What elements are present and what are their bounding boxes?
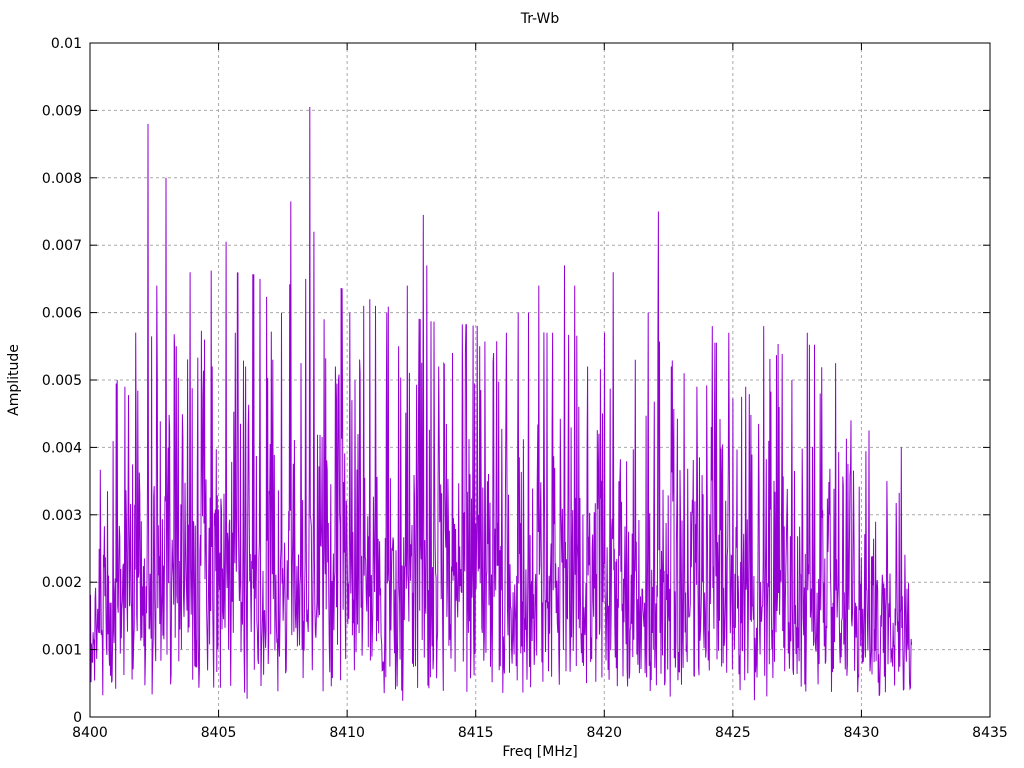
y-tick-label: 0.006	[42, 306, 82, 322]
x-tick-label: 8430	[844, 725, 880, 741]
y-tick-label: 0.002	[42, 575, 82, 591]
y-tick-label: 0.009	[42, 103, 82, 119]
x-axis-title: Freq [MHz]	[502, 744, 578, 760]
x-tick-label: 8410	[329, 725, 365, 741]
y-tick-label: 0.001	[42, 643, 82, 659]
x-tick-label: 8425	[715, 725, 751, 741]
x-tick-label: 8405	[201, 725, 237, 741]
x-tick-label: 8420	[586, 725, 622, 741]
x-tick-label: 8435	[972, 725, 1008, 741]
y-tick-label: 0.007	[42, 238, 82, 254]
y-tick-label: 0.01	[51, 36, 82, 52]
data-series-line	[90, 106, 913, 701]
y-tick-label: 0.008	[42, 171, 82, 187]
x-tick-label: 8400	[72, 725, 108, 741]
y-tick-label: 0.004	[42, 440, 82, 456]
y-tick-label: 0.003	[42, 508, 82, 524]
x-tick-label: 8415	[458, 725, 494, 741]
chart-title: Tr-Wb	[520, 11, 560, 27]
y-tick-label: 0	[73, 710, 82, 726]
y-tick-label: 0.005	[42, 373, 82, 389]
